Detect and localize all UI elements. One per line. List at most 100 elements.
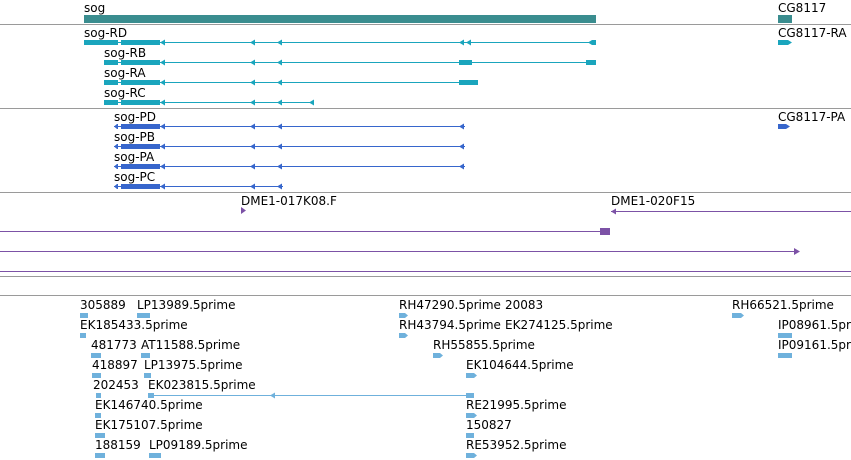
exon bbox=[121, 184, 160, 189]
est-feature bbox=[778, 333, 792, 338]
clone-dme1-017k08f[interactable]: DME1-017K08.F bbox=[241, 194, 337, 214]
est-item[interactable]: RH55855.5prime bbox=[433, 338, 535, 358]
transcript-sog-ra[interactable]: sog-RA bbox=[104, 66, 478, 86]
exon bbox=[114, 124, 118, 129]
transcript-sog-pa[interactable]: sog-PA bbox=[114, 150, 465, 170]
exon bbox=[121, 124, 160, 129]
est-label: 481773 bbox=[91, 338, 137, 352]
est-feature bbox=[466, 433, 474, 438]
est-item[interactable]: LP13989.5prime bbox=[137, 298, 236, 318]
strand-arrow-icon bbox=[160, 39, 165, 46]
strand-arrow-icon bbox=[466, 39, 471, 46]
strand-arrow-icon bbox=[277, 99, 282, 106]
est-item[interactable]: 20083 bbox=[505, 298, 543, 312]
est-label: RE53952.5prime bbox=[466, 438, 567, 452]
transcript-sog-rb[interactable]: sog-RB bbox=[104, 46, 596, 66]
est-item[interactable]: 150827 bbox=[466, 418, 512, 438]
est-feature bbox=[399, 313, 408, 318]
clone-label: DME1-017K08.F bbox=[241, 194, 337, 208]
strand-arrow-icon bbox=[277, 163, 282, 170]
est-list: 305889 LP13989.5prime RH47290.5prime 200… bbox=[80, 298, 851, 458]
est-item[interactable]: EK104644.5prime bbox=[466, 358, 574, 378]
est-item[interactable]: IP09161.5prime bbox=[778, 338, 851, 358]
est-item[interactable]: RE21995.5prime bbox=[466, 398, 567, 418]
strand-arrow-icon bbox=[309, 99, 314, 106]
exon bbox=[121, 60, 160, 65]
clone-span[interactable] bbox=[0, 248, 800, 255]
transcript-label: CG8117-RA bbox=[778, 26, 847, 40]
est-item[interactable]: EK274125.5prime bbox=[505, 318, 613, 332]
transcript-label: sog-PB bbox=[114, 130, 155, 144]
strand-arrow-icon bbox=[270, 392, 275, 399]
transcript-cg8117-pa[interactable]: CG8117-PA bbox=[778, 110, 846, 129]
transcript-sog-rc[interactable]: sog-RC bbox=[104, 86, 314, 106]
est-item[interactable]: RE53952.5prime bbox=[466, 438, 567, 458]
est-item[interactable]: 202453 bbox=[93, 378, 139, 398]
clone-end-arrow-icon bbox=[794, 248, 800, 255]
transcript-cg8117-ra[interactable]: CG8117-RA bbox=[778, 26, 847, 45]
est-label: 202453 bbox=[93, 378, 139, 392]
est-item[interactable]: RH43794.5prime bbox=[399, 318, 501, 338]
est-item[interactable]: RH47290.5prime bbox=[399, 298, 501, 318]
est-item[interactable]: EK185433.5prime bbox=[80, 318, 188, 338]
exon bbox=[121, 164, 160, 169]
exon bbox=[104, 60, 118, 65]
est-label: RH55855.5prime bbox=[433, 338, 535, 352]
transcript-label: sog-PC bbox=[114, 170, 155, 184]
est-label: LP13989.5prime bbox=[137, 298, 236, 312]
strand-arrow-icon bbox=[250, 59, 255, 66]
est-item[interactable]: 418897 bbox=[92, 358, 138, 378]
exon bbox=[459, 60, 472, 65]
gene-bar[interactable] bbox=[778, 15, 792, 23]
transcript-label: sog-RB bbox=[104, 46, 146, 60]
est-feature bbox=[137, 313, 150, 318]
clone-end-arrow-icon bbox=[241, 207, 246, 214]
est-feature bbox=[95, 453, 105, 458]
exon bbox=[778, 40, 792, 45]
est-item[interactable]: EK146740.5prime bbox=[95, 398, 203, 418]
est-label: 20083 bbox=[505, 298, 543, 312]
est-label: 150827 bbox=[466, 418, 512, 432]
est-item[interactable]: RH66521.5prime bbox=[732, 298, 834, 318]
clone-dme1-020f15[interactable]: DME1-020F15 bbox=[611, 194, 851, 215]
exon bbox=[114, 184, 118, 189]
est-item[interactable]: 188159 bbox=[95, 438, 141, 458]
est-item[interactable]: LP13975.5prime bbox=[144, 358, 243, 378]
strand-arrow-icon bbox=[459, 39, 464, 46]
gene-cg8117[interactable]: CG8117 bbox=[778, 1, 826, 23]
est-label: EK274125.5prime bbox=[505, 318, 613, 332]
transcript-label: sog-RD bbox=[84, 26, 127, 40]
est-label: RE21995.5prime bbox=[466, 398, 567, 412]
transcript-sog-pb[interactable]: sog-PB bbox=[114, 130, 465, 150]
exon bbox=[588, 40, 596, 45]
transcript-sog-pd[interactable]: sog-PD bbox=[114, 110, 465, 130]
strand-arrow-icon bbox=[250, 99, 255, 106]
est-item[interactable]: 305889 bbox=[80, 298, 126, 318]
exon bbox=[121, 100, 160, 105]
est-item[interactable]: EK023815.5prime bbox=[148, 378, 474, 399]
est-feature bbox=[95, 433, 105, 438]
est-feature bbox=[466, 373, 477, 378]
gene-bar[interactable] bbox=[84, 15, 596, 23]
est-item[interactable]: AT11588.5prime bbox=[141, 338, 240, 358]
strand-arrow-icon bbox=[250, 183, 255, 190]
transcript-sog-pc[interactable]: sog-PC bbox=[114, 170, 283, 190]
est-feature bbox=[466, 393, 474, 398]
est-label: LP09189.5prime bbox=[149, 438, 248, 452]
gene-sog[interactable]: sog bbox=[84, 1, 596, 23]
est-item[interactable]: 481773 bbox=[91, 338, 137, 358]
clone-label: DME1-020F15 bbox=[611, 194, 695, 208]
est-item[interactable]: EK175107.5prime bbox=[95, 418, 203, 438]
transcript-sog-rd[interactable]: sog-RD bbox=[84, 26, 596, 46]
strand-arrow-icon bbox=[250, 79, 255, 86]
exon bbox=[84, 40, 118, 45]
est-item[interactable]: IP08961.5prime bbox=[778, 318, 851, 338]
exon bbox=[121, 40, 160, 45]
exon bbox=[104, 80, 118, 85]
exon bbox=[121, 144, 160, 149]
est-label: 305889 bbox=[80, 298, 126, 312]
strand-arrow-icon bbox=[459, 143, 464, 150]
est-item[interactable]: LP09189.5prime bbox=[149, 438, 248, 458]
clone-span[interactable] bbox=[0, 228, 610, 235]
